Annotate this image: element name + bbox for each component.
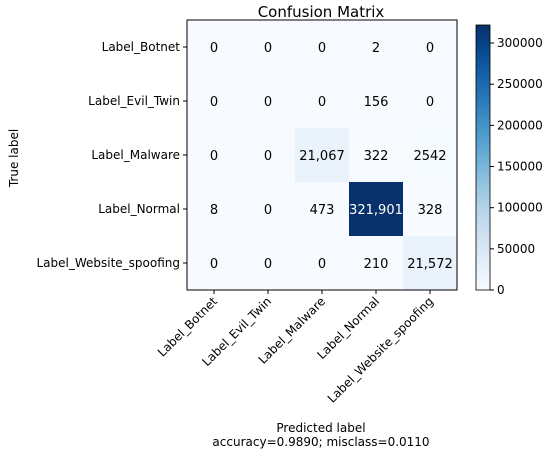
matrix-cell xyxy=(187,236,241,290)
cell-value-label: 21,067 xyxy=(299,149,345,164)
cell-value-label: 0 xyxy=(318,257,326,272)
cell-value-label: 322 xyxy=(364,149,389,164)
matrix-cell xyxy=(187,128,241,182)
colorbar: 0 50000 100000 150000 200000 250000 300000 xyxy=(475,24,543,297)
matrix-cell xyxy=(403,74,457,128)
matrix-cell xyxy=(295,74,349,128)
matrix-cell xyxy=(187,74,241,128)
cell-value-label: 0 xyxy=(318,41,326,56)
colorbar-tick-label: 250000 xyxy=(497,77,543,91)
cell-value-label: 210 xyxy=(364,257,389,272)
cell-value-label: 321,901 xyxy=(349,203,403,218)
cell-value-label: 2 xyxy=(372,41,380,56)
y-tick-label: Label_Website_spoofing xyxy=(36,256,180,270)
accuracy-misclass-label: accuracy=0.9890; misclass=0.0110 xyxy=(212,435,429,449)
matrix-cell xyxy=(241,236,295,290)
matrix-cell xyxy=(295,182,349,236)
colorbar-tick-label: 0 xyxy=(497,283,505,297)
cell-value-label: 0 xyxy=(318,95,326,110)
cell-value-label: 8 xyxy=(210,203,218,218)
x-axis-label: Predicted label xyxy=(276,421,365,435)
cell-value-label: 156 xyxy=(364,95,389,110)
matrix-cell xyxy=(187,182,241,236)
cell-value-label: 0 xyxy=(264,41,272,56)
x-tick-label: Label_Website_spoofing xyxy=(325,294,436,405)
matrix-cell xyxy=(403,128,457,182)
matrix-cell xyxy=(403,182,457,236)
matrix-plot-area: 0 0 0 2 0 0 0 0 156 0 0 0 21,067 322 2542 8 0 473 321,901 3… xyxy=(36,19,458,406)
colorbar-tick-label: 300000 xyxy=(497,36,543,50)
matrix-cell xyxy=(241,182,295,236)
matrix-cell xyxy=(295,236,349,290)
cell-value-label: 473 xyxy=(310,203,335,218)
y-tick-label: Label_Botnet xyxy=(102,40,181,54)
matrix-cell xyxy=(349,182,403,236)
matrix-cell xyxy=(187,20,241,74)
colorbar-tick-label: 50000 xyxy=(497,242,535,256)
y-tick-label: Label_Normal xyxy=(98,202,180,216)
matrix-cell xyxy=(349,236,403,290)
matrix-cell xyxy=(241,128,295,182)
cell-value-label: 0 xyxy=(210,257,218,272)
colorbar-tick-label: 200000 xyxy=(497,118,543,132)
cell-value-label: 0 xyxy=(210,41,218,56)
matrix-cell xyxy=(403,236,457,290)
cell-value-label: 0 xyxy=(264,203,272,218)
matrix-cell xyxy=(241,20,295,74)
cell-value-label: 0 xyxy=(264,257,272,272)
matrix-cell xyxy=(349,20,403,74)
cell-value-label: 0 xyxy=(426,95,434,110)
cell-value-label: 328 xyxy=(418,203,443,218)
colorbar-tick-label: 100000 xyxy=(497,201,543,215)
y-tick-label: Label_Malware xyxy=(91,148,180,162)
matrix-cell xyxy=(349,74,403,128)
cell-value-label: 0 xyxy=(210,95,218,110)
cell-value-label: 0 xyxy=(426,41,434,56)
matrix-cell xyxy=(295,128,349,182)
matrix-cell xyxy=(295,20,349,74)
colorbar-tick-label: 150000 xyxy=(497,160,543,174)
cell-value-label: 21,572 xyxy=(407,257,453,272)
matrix-cell xyxy=(241,74,295,128)
cell-value-label: 0 xyxy=(264,149,272,164)
matrix-cell xyxy=(349,128,403,182)
y-axis-label: True label xyxy=(7,129,21,188)
y-tick-label: Label_Evil_Twin xyxy=(88,94,180,108)
cell-value-label: 2542 xyxy=(413,149,446,164)
matrix-cell xyxy=(403,20,457,74)
chart-title: Confusion Matrix xyxy=(258,3,385,21)
cell-value-label: 0 xyxy=(210,149,218,164)
cell-value-label: 0 xyxy=(264,95,272,110)
colorbar-gradient xyxy=(475,24,491,291)
